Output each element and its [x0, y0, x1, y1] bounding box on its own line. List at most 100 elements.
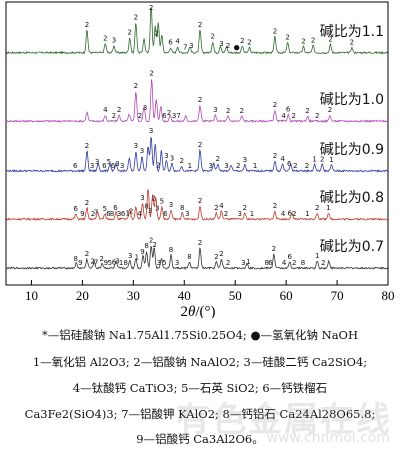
- peak-label: 9: [104, 259, 108, 267]
- peak-label: 6: [74, 205, 79, 213]
- peak-label: 2: [301, 38, 305, 46]
- peak-label: 2: [117, 106, 121, 114]
- xrd-pattern-line: [5, 79, 389, 123]
- peak-label: 2: [149, 4, 153, 12]
- xrd-pattern-line: [5, 136, 389, 173]
- peak-label: 2: [292, 210, 296, 218]
- peak-label: 2: [224, 210, 228, 218]
- peak-label: 7: [176, 112, 180, 120]
- peak-label: 2: [311, 37, 315, 45]
- peak-label: 8: [123, 259, 127, 267]
- series-name-label: 碱比为0.9: [320, 142, 384, 158]
- peak-label: 4: [282, 259, 287, 267]
- peak-label: 8: [187, 253, 191, 261]
- peak-label: 6: [286, 106, 291, 114]
- peak-label: 9: [140, 248, 144, 256]
- peak-label: 8: [144, 202, 148, 210]
- peak-label: 2: [198, 197, 202, 205]
- peak-label: 8: [301, 259, 305, 267]
- peak-label: 2: [152, 241, 156, 249]
- peak-label: 2: [149, 237, 153, 245]
- peak-label: 3: [169, 201, 173, 209]
- peak-label: 2: [293, 162, 297, 170]
- peak-label: 2: [321, 259, 325, 267]
- peak-label: 7: [94, 208, 98, 216]
- peak-label: 3: [95, 158, 99, 166]
- peak-label: 3: [213, 106, 217, 114]
- peak-label: 2: [226, 259, 230, 267]
- peak-label: 4: [219, 202, 224, 210]
- peak-label: 3: [155, 204, 159, 212]
- peak-label: 4: [103, 106, 108, 114]
- legend-line-1: *—铝硅酸钠 Na1.75Al1.75Si0.25O4; ●—氢氧化钠 NaOH: [41, 328, 359, 342]
- peak-label: 5: [103, 205, 107, 213]
- peak-label: 1: [250, 210, 254, 218]
- series-name-label: 碱比为0.7: [320, 239, 384, 255]
- peak-label: 3: [189, 42, 193, 50]
- peak-label: 5: [108, 259, 112, 267]
- peak-label: 3: [172, 112, 176, 120]
- peak-label: 6: [121, 210, 126, 218]
- peak-label: 3: [238, 210, 242, 218]
- peak-label: 2: [112, 112, 116, 120]
- peak-label: 2: [198, 141, 202, 149]
- peak-label: 3: [143, 104, 147, 112]
- peak-label: 2: [198, 21, 202, 29]
- x-tick-label: 80: [382, 288, 395, 303]
- peak-label: 2: [273, 28, 277, 36]
- peak-label: 1: [119, 259, 123, 267]
- peak-label: 2: [243, 204, 247, 212]
- peak-label: 2: [167, 109, 171, 117]
- peak-label: 2: [292, 259, 296, 267]
- peak-label: 2: [219, 250, 223, 258]
- xrd-pattern-line: [5, 246, 389, 270]
- x-axis-ticks: 10 20 30 40 50 60 70 80: [25, 280, 395, 303]
- peak-label: 8: [180, 204, 184, 212]
- peak-label: 5: [162, 259, 166, 267]
- peak-label: 8: [110, 210, 114, 218]
- peak-label: 1: [312, 155, 316, 163]
- peak-label: 2: [328, 36, 332, 44]
- x-axis-label: 2θ/(°): [180, 304, 215, 318]
- peak-label: 3: [241, 259, 245, 267]
- peak-label: 2: [155, 29, 159, 37]
- peak-label: 2: [129, 208, 133, 216]
- peak-label: 3: [170, 154, 174, 162]
- peak-label: 2: [320, 155, 324, 163]
- peak-label: 3: [148, 207, 152, 215]
- peak-label: 9: [78, 259, 82, 267]
- peak-label: 2: [273, 202, 277, 210]
- peak-label: 4: [280, 155, 285, 163]
- peak-label: 2: [273, 101, 277, 109]
- peak-label: 2: [211, 33, 215, 41]
- peak-label: 2: [100, 255, 104, 263]
- peak-label: 1: [329, 156, 333, 164]
- peak-label: 2: [85, 142, 89, 150]
- peak-label: 6: [111, 162, 116, 170]
- peak-label: 6: [268, 259, 273, 267]
- watermark-url: www.cnnmol.com: [266, 430, 390, 446]
- series-name-label: 碱比为0.8: [320, 190, 384, 206]
- xrd-pattern-line: [5, 7, 389, 55]
- peak-label: 2: [247, 39, 251, 47]
- peak-label: 5: [107, 158, 111, 166]
- peak-label: 1: [253, 162, 257, 170]
- peak-label: 3: [149, 127, 153, 135]
- peak-label: 2: [91, 210, 95, 218]
- peak-label: 6: [113, 204, 118, 212]
- xrd-pattern-line: [5, 189, 389, 222]
- peak-label: 2: [156, 162, 160, 170]
- peak-label: 2: [305, 162, 309, 170]
- peak-label: 2: [85, 21, 89, 29]
- peak-label: 3: [115, 160, 119, 168]
- x-tick-label: 20: [76, 288, 89, 303]
- peak-label: 2: [292, 112, 296, 120]
- peak-label: 6: [73, 162, 78, 170]
- peak-label: 8: [265, 259, 269, 267]
- peak-label: 4: [281, 210, 286, 218]
- peak-label: 7: [94, 259, 98, 267]
- x-tick-label: 30: [127, 288, 140, 303]
